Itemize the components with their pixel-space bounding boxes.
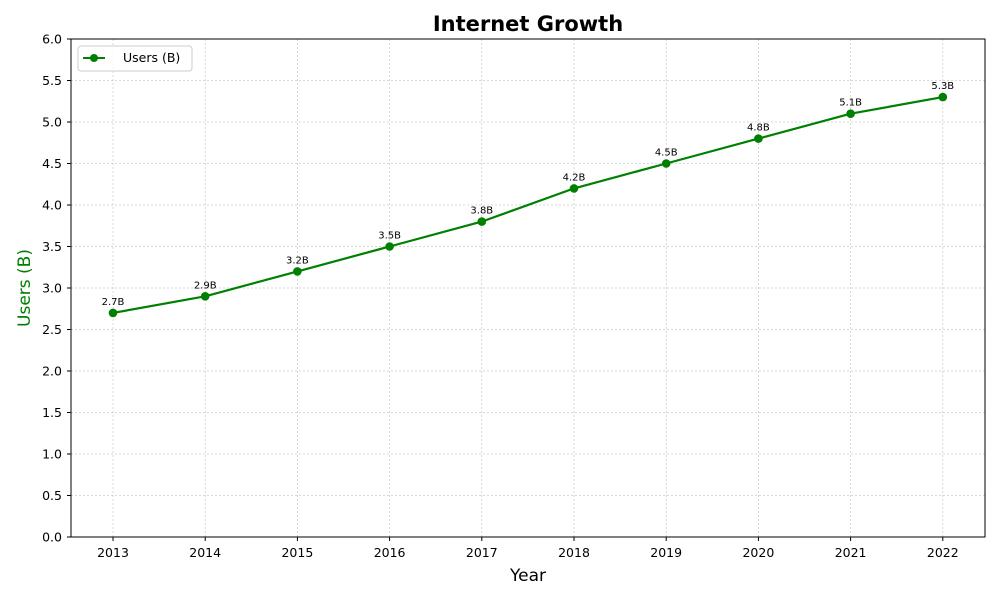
- x-tick-label: 2021: [835, 545, 867, 560]
- y-tick-label: 4.5: [42, 156, 62, 171]
- data-point: [200, 292, 210, 301]
- data-point: [477, 217, 487, 226]
- x-tick-label: 2014: [189, 545, 221, 560]
- x-axis-label: Year: [509, 566, 546, 586]
- legend-entry-label: Users (B): [123, 50, 180, 65]
- series-line: [112, 96, 943, 314]
- data-label: 3.2B: [286, 255, 309, 266]
- data-label: 5.3B: [931, 81, 954, 92]
- x-tick-label: 2017: [466, 545, 498, 560]
- data-point: [293, 267, 302, 276]
- x-tick-label: 2015: [281, 545, 313, 560]
- y-tick-label: 1.0: [42, 447, 62, 462]
- y-tick-label: 2.5: [42, 322, 62, 337]
- y-tick-label: 3.5: [42, 239, 62, 254]
- y-tick-label: 5.5: [42, 73, 62, 88]
- x-tick-label: 2018: [558, 545, 590, 560]
- y-axis-ticks: 0.0 0.5 1.0 1.5 2.0 2.5 3.0 3.5 4.0 4.5 5.0 5.5 6.0: [42, 32, 71, 545]
- data-labels: 2.7B 2.9B 3.2B 3.5B 3.8B 4.2B 4.5B 4.8B 5.1B 5.3B: [102, 81, 955, 308]
- y-axis-label: Users (B): [15, 249, 35, 327]
- y-tick-label: 5.0: [42, 115, 62, 130]
- legend: Users (B): [77, 45, 193, 72]
- legend-marker-swatch: [90, 54, 98, 62]
- data-label: 5.1B: [839, 98, 862, 109]
- data-point: [938, 92, 948, 102]
- x-tick-label: 2016: [374, 545, 406, 560]
- data-point: [108, 308, 118, 318]
- y-tick-label: 3.0: [42, 281, 62, 296]
- legend-box: [77, 45, 193, 72]
- data-label: 2.9B: [194, 280, 217, 291]
- data-points: [108, 92, 948, 318]
- x-axis-ticks: 2013 2014 2015 2016 2017 2018 2019 2020 2021 2022: [97, 537, 959, 560]
- y-tick-label: 2.0: [42, 364, 62, 379]
- data-label: 4.2B: [563, 172, 586, 183]
- x-tick-label: 2019: [650, 545, 682, 560]
- series-lines: [112, 96, 943, 314]
- data-label: 2.7B: [102, 297, 125, 308]
- y-tick-label: 6.0: [42, 32, 62, 47]
- data-label: 4.8B: [747, 123, 770, 134]
- data-label: 3.5B: [378, 231, 401, 242]
- x-tick-label: 2022: [927, 545, 959, 560]
- data-point: [385, 242, 394, 251]
- data-point: [661, 159, 671, 168]
- x-tick-label: 2020: [742, 545, 774, 560]
- y-tick-label: 0.0: [42, 530, 62, 545]
- data-label: 3.8B: [470, 206, 493, 217]
- y-tick-label: 4.0: [42, 198, 62, 213]
- y-tick-label: 1.5: [42, 405, 62, 420]
- chart-title: Internet Growth: [433, 12, 623, 36]
- x-tick-label: 2013: [97, 545, 129, 560]
- y-tick-label: 0.5: [42, 488, 62, 503]
- data-point: [754, 134, 763, 143]
- data-point: [846, 109, 855, 118]
- data-label: 4.5B: [655, 148, 678, 159]
- data-point: [569, 184, 579, 193]
